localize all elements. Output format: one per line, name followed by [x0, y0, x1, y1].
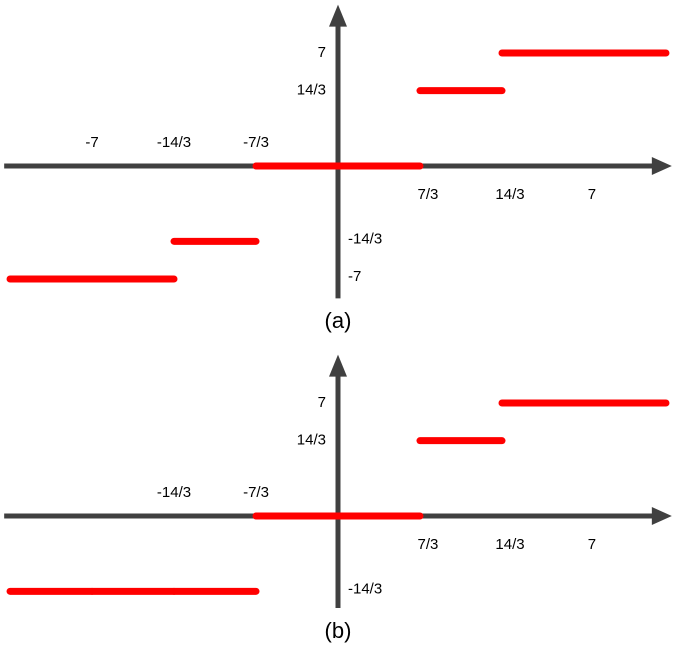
caption: (a) [325, 308, 352, 333]
y-tick-label: 7 [318, 394, 326, 411]
y-axis-arrow [329, 354, 347, 377]
x-tick-label: 7 [588, 186, 596, 203]
y-tick-label: 14/3 [297, 82, 326, 99]
caption: (b) [325, 618, 352, 643]
x-tick-label: -7/3 [243, 484, 269, 501]
x-tick-label: 7/3 [418, 186, 439, 203]
x-tick-label: 14/3 [495, 536, 524, 553]
y-tick-label: 14/3 [297, 432, 326, 449]
x-tick-label: 14/3 [495, 186, 524, 203]
x-tick-label: -14/3 [157, 134, 191, 151]
x-tick-label: 7/3 [418, 536, 439, 553]
x-tick-label: 7 [588, 536, 596, 553]
x-tick-label: -7/3 [243, 134, 269, 151]
y-tick-label: -14/3 [348, 580, 382, 597]
x-tick-label: -14/3 [157, 484, 191, 501]
x-axis-arrow [651, 157, 672, 175]
y-tick-label: 7 [318, 44, 326, 61]
x-tick-label: -7 [85, 134, 98, 151]
y-axis-arrow [329, 4, 347, 27]
y-tick-label: -14/3 [348, 230, 382, 247]
x-axis-arrow [651, 507, 672, 525]
y-tick-label: -7 [348, 268, 361, 285]
